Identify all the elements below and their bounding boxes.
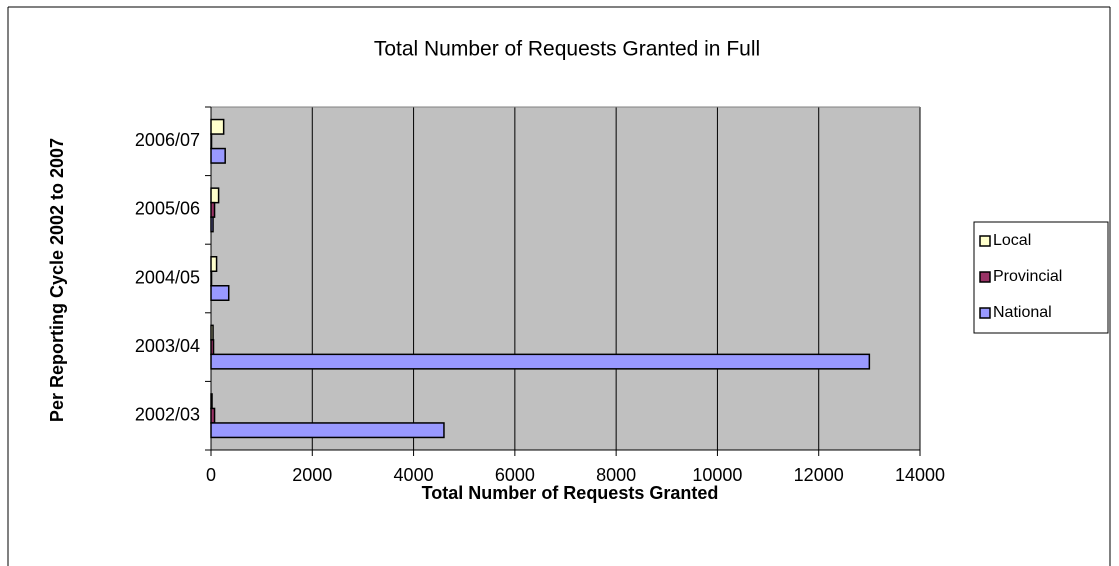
y-tick-label: 2005/06 (135, 199, 200, 219)
x-tick-label: 8000 (596, 465, 636, 485)
y-tick-label: 2002/03 (135, 404, 200, 424)
bar (210, 256, 218, 272)
bar (210, 187, 220, 204)
plot-area (211, 107, 920, 450)
x-tick-label: 12000 (794, 465, 844, 485)
x-tick-label: 4000 (394, 465, 434, 485)
legend-swatch (979, 271, 991, 283)
legend-swatch (979, 307, 991, 319)
bar (210, 285, 230, 301)
bar (210, 407, 216, 424)
bar (210, 147, 226, 164)
x-tick-label: 14000 (895, 465, 945, 485)
y-tick-label: 2006/07 (135, 130, 200, 150)
bar (210, 422, 445, 439)
x-tick-label: 10000 (692, 465, 742, 485)
bar (210, 118, 225, 135)
bar (210, 201, 216, 218)
legend-swatch (979, 235, 991, 247)
y-axis-title: Per Reporting Cycle 2002 to 2007 (47, 138, 67, 422)
x-tick-label: 0 (206, 465, 216, 485)
legend-box (973, 221, 1109, 334)
y-tick-label: 2003/04 (135, 336, 200, 356)
bar (210, 353, 871, 370)
legend-label: Local (993, 232, 1031, 249)
chart-title: Total Number of Requests Granted in Full (374, 38, 760, 61)
x-tick-label: 6000 (495, 465, 535, 485)
legend-label: National (993, 304, 1052, 321)
y-tick-label: 2004/05 (135, 267, 200, 287)
x-tick-label: 2000 (292, 465, 332, 485)
x-axis-title: Total Number of Requests Granted (422, 483, 719, 503)
legend-label: Provincial (993, 268, 1062, 285)
